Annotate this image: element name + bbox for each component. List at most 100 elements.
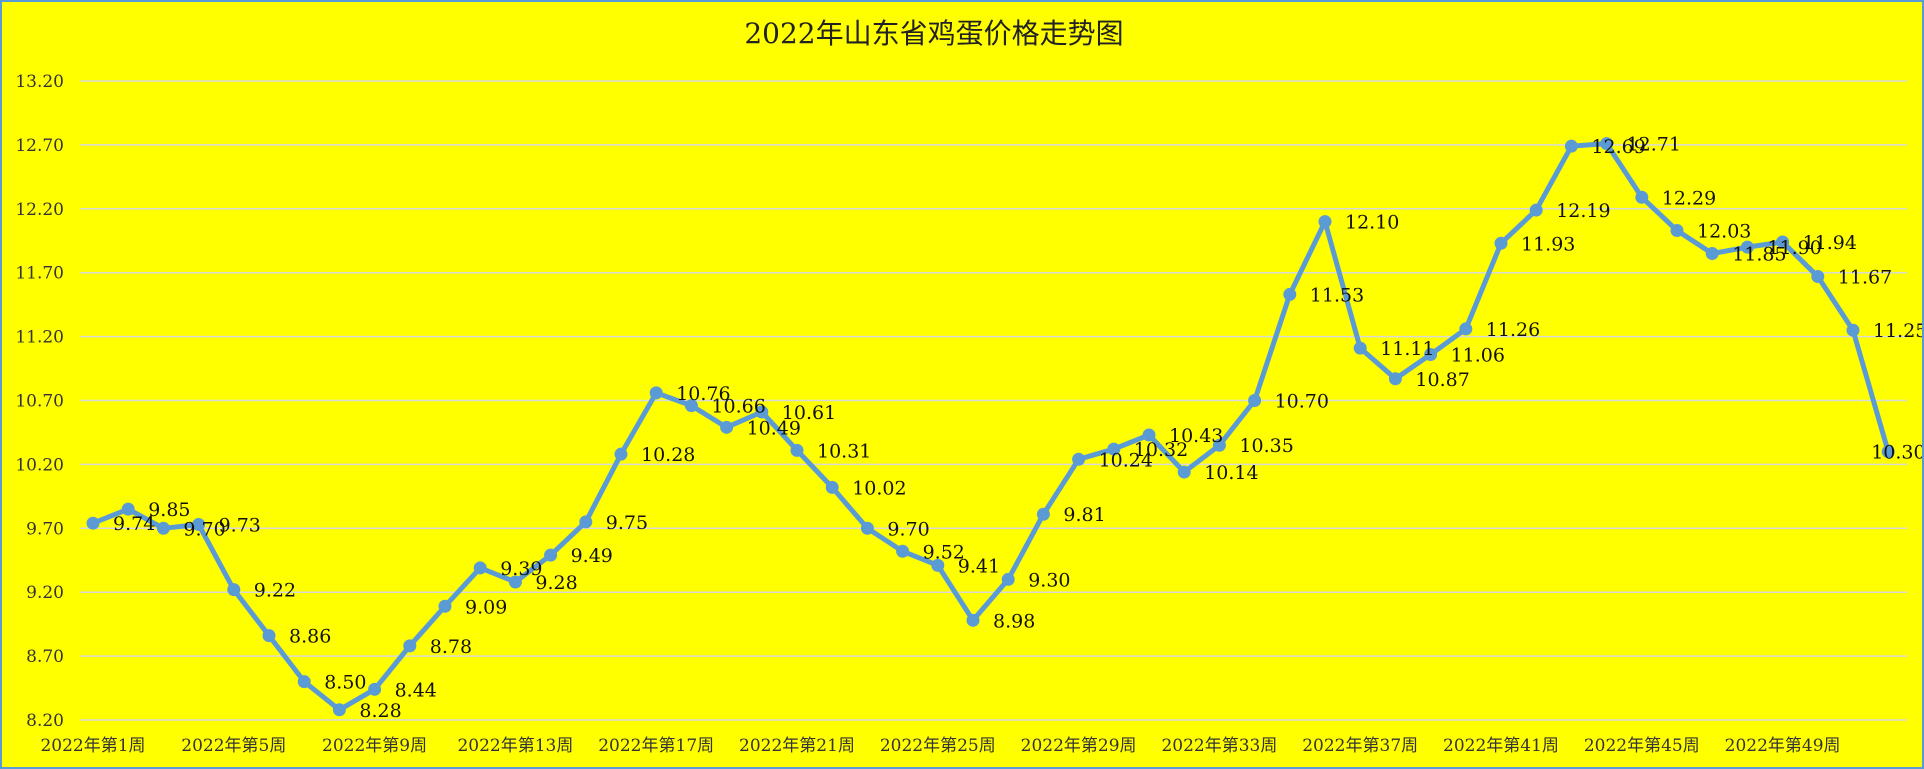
data-point (579, 515, 593, 529)
y-tick-label: 8.70 (26, 647, 64, 667)
data-label: 9.41 (958, 555, 1000, 577)
x-tick-label: 2022年第9周 (322, 736, 427, 756)
chart-title: 2022年山东省鸡蛋价格走势图 (744, 17, 1123, 50)
data-label: 10.28 (641, 444, 695, 466)
data-point (1881, 445, 1895, 459)
data-point (720, 420, 734, 434)
y-tick-label: 10.70 (15, 392, 64, 412)
data-point (1142, 428, 1156, 442)
data-label: 8.98 (993, 610, 1035, 632)
data-label: 12.29 (1662, 187, 1716, 209)
data-label: 8.28 (359, 700, 401, 722)
data-point (544, 548, 558, 562)
data-label: 12.69 (1591, 136, 1645, 158)
data-label: 9.81 (1063, 504, 1105, 526)
data-point (1564, 139, 1578, 153)
data-label: 8.78 (430, 636, 472, 658)
data-label: 12.19 (1556, 200, 1610, 222)
x-tick-label: 2022年第25周 (880, 736, 996, 756)
data-point (1776, 235, 1790, 249)
data-point (931, 558, 945, 572)
data-label: 9.28 (535, 572, 577, 594)
data-label: 10.70 (1275, 391, 1329, 413)
data-label: 10.61 (782, 402, 836, 424)
data-point (508, 575, 522, 589)
x-tick-label: 2022年第1周 (40, 736, 145, 756)
y-tick-label: 12.70 (15, 136, 64, 156)
data-labels: 9.749.859.709.739.228.868.508.288.448.78… (113, 134, 1922, 722)
data-label: 10.32 (1134, 439, 1188, 461)
data-label: 10.02 (852, 477, 906, 499)
data-label: 9.30 (1028, 569, 1070, 591)
y-tick-label: 11.70 (15, 264, 64, 284)
x-tick-label: 2022年第29周 (1021, 736, 1137, 756)
x-tick-label: 2022年第21周 (739, 736, 855, 756)
data-label: 8.86 (289, 626, 331, 648)
data-label: 9.39 (500, 558, 542, 580)
data-point (1846, 323, 1860, 337)
data-label: 11.90 (1767, 237, 1821, 259)
data-point (368, 682, 382, 696)
x-tick-label: 2022年第45周 (1584, 736, 1700, 756)
data-label: 11.25 (1873, 320, 1922, 342)
y-tick-label: 8.20 (26, 711, 64, 731)
data-point (1248, 394, 1262, 407)
data-label: 10.87 (1415, 369, 1469, 391)
data-label: 9.74 (113, 513, 155, 535)
data-label: 9.49 (571, 545, 613, 567)
data-point (825, 480, 839, 494)
data-label: 9.75 (606, 512, 648, 534)
data-label: 8.44 (395, 679, 437, 701)
data-point (790, 443, 804, 457)
series-line (90, 141, 1891, 713)
data-point (1740, 240, 1754, 254)
data-point (1529, 203, 1543, 217)
data-label: 11.26 (1486, 319, 1540, 341)
data-label: 11.11 (1380, 338, 1434, 360)
x-tick-label: 2022年第41周 (1443, 736, 1559, 756)
data-point (121, 502, 135, 516)
data-point (1212, 438, 1226, 452)
data-label: 9.85 (148, 499, 190, 521)
data-label: 10.31 (817, 440, 871, 462)
data-label: 12.10 (1345, 212, 1399, 234)
data-point (1107, 442, 1121, 456)
x-axis-tick-labels: 2022年第1周 2022年第5周 2022年第9周 2022年第13周 2022年第1… (40, 736, 1840, 756)
data-point (1494, 236, 1508, 250)
data-label: 11.53 (1310, 284, 1364, 306)
data-label: 9.70 (183, 518, 225, 540)
x-tick-label: 2022年第5周 (181, 736, 286, 756)
data-point (649, 386, 663, 400)
data-point (262, 629, 276, 643)
data-point (1811, 270, 1825, 284)
data-point (1705, 247, 1719, 261)
data-label: 9.73 (219, 514, 261, 536)
data-point (1177, 465, 1191, 479)
data-point (1318, 215, 1332, 229)
y-tick-label: 11.20 (15, 328, 64, 348)
x-tick-label: 2022年第37周 (1302, 736, 1418, 756)
data-label: 10.43 (1169, 425, 1223, 447)
data-label: 8.50 (324, 672, 366, 694)
data-label: 11.85 (1732, 244, 1786, 266)
data-label: 10.30 (1871, 442, 1922, 464)
x-tick-label: 2022年第49周 (1725, 736, 1841, 756)
data-label: 9.70 (887, 518, 929, 540)
data-point (192, 517, 206, 531)
data-point (1353, 341, 1367, 355)
data-point (1036, 507, 1050, 521)
data-point (1459, 322, 1473, 336)
data-label: 10.24 (1099, 449, 1153, 471)
data-point (1388, 372, 1402, 386)
data-point (684, 399, 698, 413)
data-point (860, 521, 874, 535)
data-point (1670, 224, 1684, 238)
data-label: 11.67 (1838, 267, 1892, 289)
data-point (297, 675, 311, 689)
y-tick-label: 10.20 (15, 455, 64, 475)
data-point (966, 613, 980, 627)
data-points (86, 137, 1895, 717)
data-label: 12.03 (1697, 221, 1751, 243)
